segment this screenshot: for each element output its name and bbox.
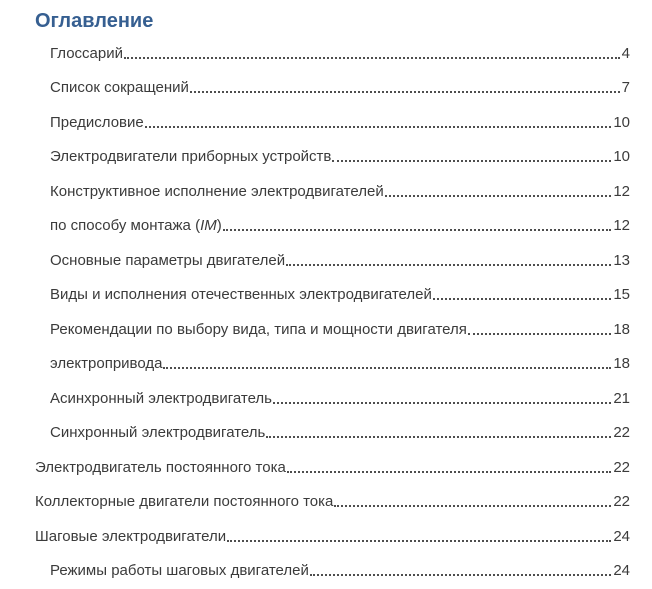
dot-leader: [189, 91, 620, 93]
toc-entry[interactable]: Предисловие 10: [50, 102, 630, 137]
toc-list: Глоссарий 4 Список сокращений 7 Предисловие 1…: [0, 33, 652, 585]
toc-entry-page: 4: [621, 44, 630, 62]
toc-entry-label: Шаговые электродвигатели: [35, 527, 227, 545]
toc-entry[interactable]: Синхронный электродвигатель 22: [50, 413, 630, 448]
toc-entry-label: Коллекторные двигатели постоянного тока: [35, 493, 334, 510]
dot-leader: [334, 505, 612, 507]
dot-leader: [273, 401, 612, 404]
dot-leader: [332, 160, 612, 162]
toc-entry-page: 18: [613, 320, 630, 338]
toc-entry-page: 10: [613, 148, 630, 165]
toc-entry-page: 24: [613, 527, 630, 545]
toc-entry[interactable]: Режимы работы шаговых двигателей 24: [50, 551, 630, 586]
toc-entry-label: электропривода: [50, 355, 163, 372]
toc-entry-label: Рекомендации по выбору вида, типа и мощн…: [50, 320, 467, 338]
toc-entry-label: Виды и исполнения отечественных электрод…: [50, 286, 432, 303]
dot-leader: [222, 229, 612, 231]
toc-entry-page: 21: [613, 389, 630, 407]
toc-entry[interactable]: Электродвигатель постоянного тока 22: [35, 447, 630, 482]
dot-leader: [227, 539, 612, 542]
toc-entry-page: 22: [613, 493, 630, 510]
toc-entry-page: 15: [613, 286, 630, 303]
dot-leader: [309, 574, 612, 576]
toc-entry[interactable]: Глоссарий 4: [50, 33, 630, 68]
toc-entry-label: Синхронный электродвигатель: [50, 424, 266, 441]
toc-entry[interactable]: Конструктивное исполнение электродвигате…: [50, 171, 630, 206]
toc-entry-label: Асинхронный электродвигатель: [50, 389, 272, 407]
toc-entry-label: Электродвигатели приборных устройств: [50, 148, 332, 165]
dot-leader: [124, 56, 620, 59]
dot-leader: [467, 332, 612, 335]
toc-entry-label: Список сокращений: [50, 79, 189, 96]
toc-entry-label: Основные параметры двигателей: [50, 251, 286, 269]
toc-entry-page: 7: [621, 79, 630, 96]
toc-title: Оглавление: [35, 10, 154, 32]
toc-entry-page: 22: [613, 458, 630, 476]
toc-entry-label: Режимы работы шаговых двигателей: [50, 562, 309, 579]
toc-entry-page: 12: [613, 182, 630, 200]
toc-entry[interactable]: Виды и исполнения отечественных электрод…: [50, 275, 630, 310]
toc-entry-label: по способу монтажа (IM): [50, 217, 222, 234]
dot-leader: [266, 436, 612, 438]
toc-entry-page: 12: [613, 217, 630, 234]
dot-leader: [144, 125, 612, 128]
dot-leader: [286, 263, 612, 266]
toc-entry-page: 22: [613, 424, 630, 441]
toc-entry[interactable]: Асинхронный электродвигатель 21: [50, 378, 630, 413]
toc-entry[interactable]: Рекомендации по выбору вида, типа и мощн…: [50, 309, 630, 344]
toc-entry[interactable]: по способу монтажа (IM) 12: [50, 206, 630, 241]
toc-entry[interactable]: Основные параметры двигателей 13: [50, 240, 630, 275]
toc-entry[interactable]: Коллекторные двигатели постоянного тока 2…: [35, 482, 630, 517]
toc-entry-label: Предисловие: [50, 113, 144, 131]
dot-leader: [286, 470, 612, 473]
toc-entry-page: 13: [613, 251, 630, 269]
toc-entry-page: 10: [613, 113, 630, 131]
toc-entry[interactable]: Список сокращений 7: [50, 68, 630, 103]
dot-leader: [163, 367, 612, 369]
toc-entry-label: Глоссарий: [50, 44, 123, 62]
dot-leader: [384, 194, 612, 197]
toc-entry-page: 24: [613, 562, 630, 579]
toc-entry[interactable]: электропривода 18: [50, 344, 630, 379]
dot-leader: [432, 298, 612, 300]
toc-entry-label: Электродвигатель постоянного тока: [35, 458, 286, 476]
toc-entry-page: 18: [613, 355, 630, 372]
toc-entry-label: Конструктивное исполнение электродвигате…: [50, 182, 384, 200]
toc-entry[interactable]: Шаговые электродвигатели 24: [35, 516, 630, 551]
toc-entry[interactable]: Электродвигатели приборных устройств 10: [50, 137, 630, 172]
